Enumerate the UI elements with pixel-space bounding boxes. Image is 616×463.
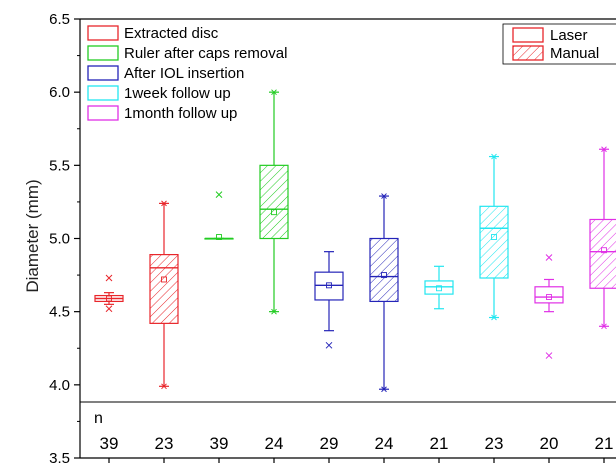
y-tick-label: 4.5 — [49, 304, 70, 321]
y-axis-label: Diameter (mm) — [23, 179, 42, 292]
outlier-marker — [545, 352, 553, 359]
extreme-marker — [491, 153, 497, 160]
extreme-marker — [381, 386, 387, 393]
n-value: 39 — [100, 434, 119, 453]
mean-marker — [546, 294, 552, 300]
outlier-marker — [545, 254, 553, 261]
legend-swatch-4 — [87, 85, 119, 101]
n-value: 29 — [320, 434, 339, 453]
y-tick-label: 6.5 — [49, 11, 70, 28]
box-series — [94, 89, 616, 393]
outlier-marker — [105, 305, 113, 313]
box-body — [149, 253, 179, 324]
box-7 — [424, 265, 454, 310]
outlier-marker — [215, 191, 223, 198]
box-6 — [369, 193, 399, 393]
n-value: 24 — [375, 434, 394, 453]
sample-size-row: n 39 23 39 24 29 24 21 23 20 21 — [94, 410, 613, 453]
n-value: 20 — [540, 434, 559, 453]
y-tick-label: 5.0 — [49, 231, 70, 248]
mean-marker — [106, 295, 112, 302]
extreme-marker — [271, 308, 277, 315]
y-tick-label: 3.5 — [49, 450, 70, 463]
outlier-marker — [105, 274, 113, 282]
box-body — [479, 205, 509, 279]
n-value: 39 — [210, 434, 229, 453]
outlier-marker — [325, 341, 333, 349]
box-4 — [259, 89, 289, 315]
extreme-marker — [491, 314, 497, 321]
n-value: 24 — [265, 434, 284, 453]
n-value: 23 — [155, 434, 174, 453]
extreme-marker — [601, 146, 607, 153]
box-2 — [149, 200, 179, 390]
legend-method-swatch-2 — [512, 45, 544, 61]
legend-swatch-5 — [87, 105, 119, 121]
mean-marker — [326, 282, 332, 289]
n-value: 21 — [430, 434, 449, 453]
mean-marker — [381, 272, 387, 279]
legend-method-swatch-1 — [512, 27, 544, 43]
box-body — [589, 218, 616, 289]
extreme-marker — [601, 323, 607, 330]
n-value: 23 — [485, 434, 504, 453]
legend-label-4: 1week follow up — [124, 85, 231, 102]
legend-method-label-2: Manual — [550, 45, 599, 62]
legend-method-label-1: Laser — [550, 27, 588, 44]
n-value: 21 — [595, 434, 614, 453]
extreme-marker — [161, 383, 167, 390]
box-9 — [534, 254, 564, 359]
legend-label-5: 1month follow up — [124, 105, 237, 122]
extreme-marker — [271, 89, 277, 96]
legend-swatch-2 — [87, 45, 119, 61]
mean-marker — [271, 209, 277, 216]
extreme-marker — [161, 200, 167, 207]
mean-marker — [601, 247, 607, 254]
mean-marker — [216, 234, 222, 240]
y-tick-label: 4.0 — [49, 377, 70, 394]
y-axis: 3.5 4.0 4.5 5.0 5.5 6.0 6.5 — [49, 11, 80, 463]
mean-marker — [161, 276, 167, 283]
mean-marker — [436, 285, 442, 292]
y-tick-label: 5.5 — [49, 157, 70, 174]
legend-swatch-3 — [87, 65, 119, 81]
box-8 — [479, 153, 509, 321]
extreme-marker — [381, 193, 387, 199]
box-3 — [204, 191, 234, 240]
box-body — [424, 280, 454, 295]
legend-label-3: After IOL insertion — [124, 65, 244, 82]
box-5 — [314, 251, 344, 349]
box-body — [369, 237, 399, 303]
legend-swatch-1 — [87, 25, 119, 41]
box-body — [259, 164, 289, 240]
box-body — [314, 271, 344, 301]
box-10 — [589, 146, 616, 330]
legend-label-1: Extracted disc — [124, 25, 219, 42]
y-tick-label: 6.0 — [49, 84, 70, 101]
legend-label-2: Ruler after caps removal — [124, 45, 287, 62]
box-1 — [94, 274, 124, 313]
legend-groups: Extracted disc Ruler after caps removal Af… — [87, 25, 287, 122]
x-axis-ticks — [108, 458, 605, 463]
n-row-title: n — [94, 410, 103, 427]
mean-marker — [491, 234, 497, 240]
